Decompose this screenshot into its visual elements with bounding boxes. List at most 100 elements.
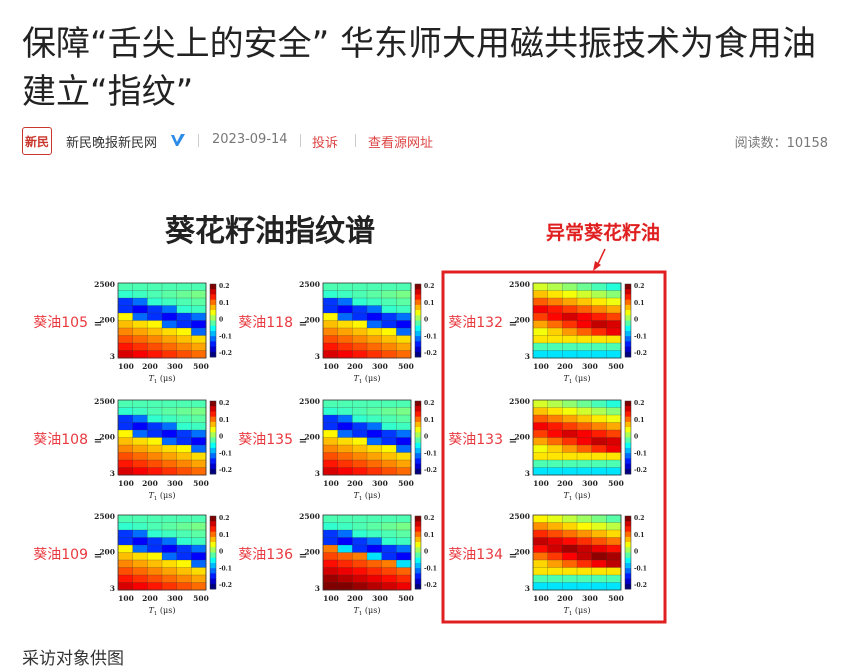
heatmap-cell	[577, 283, 593, 291]
heatmap-cell	[147, 437, 163, 446]
colorbar-segment	[625, 547, 631, 553]
colorbar-segment	[625, 468, 631, 475]
heatmap-cell	[591, 445, 607, 453]
colorbar-segment	[210, 463, 216, 470]
colorbar-segment	[210, 562, 216, 569]
heatmap-cell	[381, 335, 397, 344]
heatmap-cell	[191, 407, 207, 416]
x-axis-label: T1 (μs)	[354, 374, 381, 385]
heatmap-cell	[577, 467, 593, 476]
heatmap-cell	[191, 530, 207, 538]
colorbar-segment	[625, 531, 631, 538]
heatmap-cell	[367, 460, 383, 468]
heatmap-cell	[606, 328, 622, 336]
heatmap-cell	[162, 400, 178, 408]
heatmap-cell	[606, 545, 622, 553]
heatmap-cell	[547, 320, 563, 329]
heatmap-cell	[147, 575, 163, 583]
heatmap-cell	[176, 582, 192, 591]
heatmap-cell	[147, 407, 163, 416]
heatmap-cell	[591, 522, 607, 531]
colorbar-segment	[415, 304, 421, 311]
heatmap-cell	[147, 320, 163, 329]
heatmap-cell	[323, 575, 339, 583]
heatmap-cell	[367, 407, 383, 416]
publisher-logo[interactable]: 新民	[22, 127, 52, 155]
abnormal-highlight-box	[441, 270, 667, 624]
colorbar-segment	[210, 536, 216, 543]
heatmap-cell	[381, 460, 397, 468]
equals-sign: =	[299, 319, 307, 330]
heatmap-cell	[352, 545, 368, 553]
heatmap-cell	[191, 552, 207, 561]
heatmap-cell	[176, 452, 192, 461]
heatmap-cell	[381, 582, 397, 591]
heatmap-cell	[176, 305, 192, 314]
heatmap-cell	[396, 545, 412, 553]
heatmap-cell	[147, 537, 163, 546]
heatmap-cell	[337, 560, 353, 568]
view-source-link[interactable]: 查看源网址	[368, 136, 434, 151]
heatmap-cell	[367, 290, 383, 299]
colorbar-segment	[415, 351, 421, 358]
equals-sign: =	[94, 551, 102, 562]
heatmap-cell	[606, 290, 622, 299]
heatmap-cell	[176, 422, 192, 431]
heatmap-cell	[606, 522, 622, 531]
colorbar-segment	[625, 294, 631, 301]
colorbar-segment	[210, 351, 216, 358]
colorbar-segment	[210, 458, 216, 464]
heatmap-cell	[118, 320, 134, 329]
heatmap-cell	[323, 537, 339, 546]
report-link[interactable]: 投诉	[312, 136, 339, 151]
heatmap-cell	[533, 283, 549, 291]
heatmap-cell	[577, 305, 593, 314]
heatmap-cell	[577, 545, 593, 553]
y-tick-label: 200	[304, 548, 320, 557]
sample-label: 葵油105	[33, 315, 88, 331]
heatmap-cell	[176, 430, 192, 438]
colorbar-segment	[625, 336, 631, 342]
heatmap-cell	[337, 452, 353, 461]
heatmap-cell	[577, 335, 593, 344]
heatmap-cell	[533, 328, 549, 336]
heatmap-cell	[162, 422, 178, 431]
heatmap-cell	[162, 567, 178, 576]
x-tick-label: 500	[398, 362, 414, 371]
heatmap-cell	[591, 350, 607, 359]
colorbar-tick-label: 0.1	[634, 300, 644, 307]
x-axis-label: T1 (μs)	[564, 374, 591, 385]
heatmap-cell	[591, 400, 607, 408]
heatmap-cell	[337, 460, 353, 468]
heatmap-cell	[381, 575, 397, 583]
heatmap-cell	[547, 567, 563, 576]
heatmap-cell	[396, 400, 412, 408]
colorbar-frame	[414, 515, 422, 590]
heatmap-cell	[577, 290, 593, 299]
heatmap-cell	[337, 437, 353, 446]
heatmap-cell	[323, 437, 339, 446]
heatmap-cell	[396, 467, 412, 476]
heatmap-cell	[352, 552, 368, 561]
heatmap-cell	[562, 515, 578, 523]
heatmap-cell	[337, 537, 353, 546]
publisher-name[interactable]: 新民晚报新民网	[66, 136, 158, 151]
heatmap-cell	[162, 350, 178, 359]
heatmap-cell	[118, 522, 134, 531]
heatmap-cell	[547, 545, 563, 553]
heatmap-cell	[547, 445, 563, 453]
heatmap-cell	[562, 582, 578, 591]
heatmap-cell	[577, 328, 593, 336]
colorbar-segment	[625, 411, 631, 418]
heatmap-cell	[118, 430, 134, 438]
plot-frame	[532, 282, 622, 359]
plot-frame	[322, 399, 412, 476]
heatmap-cell	[132, 560, 148, 568]
heatmap-cell	[191, 545, 207, 553]
colorbar-segment	[625, 542, 631, 548]
y-tick-label: 200	[514, 433, 530, 442]
x-tick-label: 500	[398, 594, 414, 603]
